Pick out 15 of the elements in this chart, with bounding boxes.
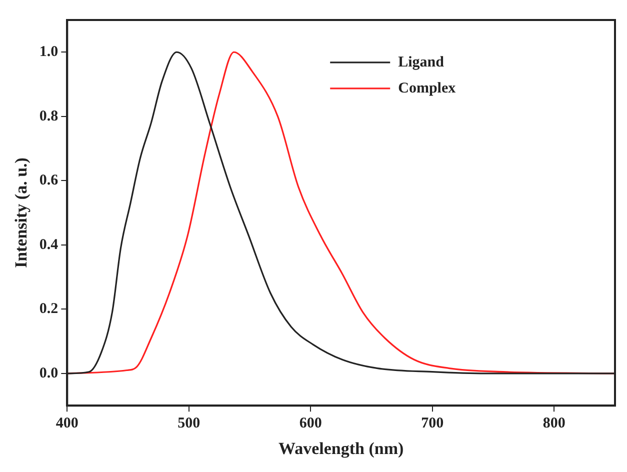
x-tick-label: 700: [421, 415, 444, 432]
legend-label: Complex: [398, 80, 456, 96]
y-axis-title: Intensity (a. u.): [12, 158, 31, 268]
y-tick-label: 0.4: [39, 236, 59, 253]
x-tick-label: 800: [542, 415, 566, 432]
legend-label: Ligand: [398, 54, 445, 70]
x-tick-label: 600: [299, 415, 322, 432]
y-tick-label: 0.2: [39, 301, 58, 318]
x-axis-title: Wavelength (nm): [278, 439, 404, 458]
y-tick-label: 0.0: [39, 365, 58, 382]
x-tick-label: 500: [178, 415, 200, 432]
y-tick-label: 0.6: [39, 172, 59, 189]
x-tick-label: 400: [56, 415, 78, 432]
y-tick-label: 0.8: [39, 108, 58, 124]
y-tick-label: 1.0: [39, 44, 58, 60]
